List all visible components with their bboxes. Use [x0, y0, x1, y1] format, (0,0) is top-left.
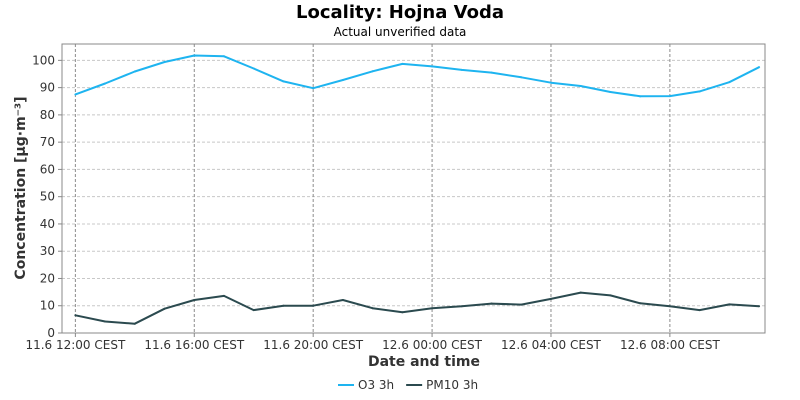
data-point [520, 303, 523, 306]
legend-label: PM10 3h [426, 378, 478, 392]
y-tick-label: 30 [40, 244, 55, 258]
x-tick-label: 11.6 20:00 CEST [263, 338, 364, 352]
legend: O3 3h PM10 3h [338, 378, 478, 392]
data-point [312, 87, 315, 90]
y-tick-label: 60 [40, 162, 55, 176]
x-axis-label: Date and time [368, 354, 480, 370]
data-point [74, 93, 77, 96]
data-point [401, 311, 404, 314]
legend-label: O3 3h [358, 378, 394, 392]
x-tick-label: 11.6 12:00 CEST [25, 338, 126, 352]
data-point [371, 70, 374, 73]
data-point [341, 78, 344, 81]
data-point [133, 70, 136, 73]
plot-background [62, 44, 765, 333]
data-point [312, 304, 315, 307]
data-point [252, 67, 255, 70]
data-point [728, 303, 731, 306]
data-point [104, 82, 107, 85]
data-point [193, 54, 196, 57]
data-point [104, 320, 107, 323]
data-point [431, 307, 434, 310]
chart-title: Locality: Hojna Voda [296, 2, 504, 23]
data-point [758, 305, 761, 308]
y-tick-label: 90 [40, 81, 55, 95]
grid [62, 44, 765, 334]
data-point [282, 80, 285, 83]
y-axis-ticks: 0 10 20 30 40 50 60 70 80 90 100 [32, 53, 62, 340]
data-point [668, 95, 671, 98]
chart-subtitle: Actual unverified data [334, 25, 467, 39]
data-point [609, 90, 612, 93]
data-point [460, 68, 463, 71]
data-point [728, 81, 731, 84]
data-point [490, 302, 493, 305]
data-point [698, 309, 701, 312]
data-point [371, 307, 374, 310]
data-point [74, 314, 77, 317]
plot-border [61, 43, 766, 334]
data-point [609, 294, 612, 297]
series-lines [74, 54, 761, 325]
x-axis-ticks: 11.6 12:00 CEST 11.6 16:00 CEST 11.6 20:00… [25, 333, 720, 352]
y-tick-label: 0 [47, 326, 55, 340]
data-point [639, 302, 642, 305]
data-point [490, 71, 493, 74]
data-point [163, 60, 166, 63]
data-point [252, 309, 255, 312]
data-point [758, 66, 761, 69]
y-tick-label: 50 [40, 190, 55, 204]
y-tick-label: 70 [40, 135, 55, 149]
data-point [282, 304, 285, 307]
data-point [341, 299, 344, 302]
data-point [549, 81, 552, 84]
data-point [223, 294, 226, 297]
data-point [163, 307, 166, 310]
y-axis-label: Concentration [µg·m⁻³] [13, 96, 29, 279]
x-tick-label: 12.6 04:00 CEST [501, 338, 602, 352]
data-point [579, 291, 582, 294]
y-tick-label: 20 [40, 271, 55, 285]
x-tick-label: 12.6 08:00 CEST [620, 338, 721, 352]
data-point [460, 305, 463, 308]
data-point [698, 90, 701, 93]
x-tick-label: 12.6 00:00 CEST [382, 338, 483, 352]
data-point [520, 76, 523, 79]
y-tick-label: 10 [40, 299, 55, 313]
data-point [668, 305, 671, 308]
data-point [133, 322, 136, 325]
data-point [193, 299, 196, 302]
data-point [431, 65, 434, 68]
y-tick-label: 100 [32, 53, 55, 67]
y-tick-label: 40 [40, 217, 55, 231]
y-tick-label: 80 [40, 108, 55, 122]
series-line-0 [75, 54, 760, 98]
x-tick-label: 11.6 16:00 CEST [144, 338, 245, 352]
data-point [549, 297, 552, 300]
data-point [639, 95, 642, 98]
data-point [401, 62, 404, 65]
data-point [579, 84, 582, 87]
data-point [223, 55, 226, 58]
series-line-1 [75, 291, 760, 325]
